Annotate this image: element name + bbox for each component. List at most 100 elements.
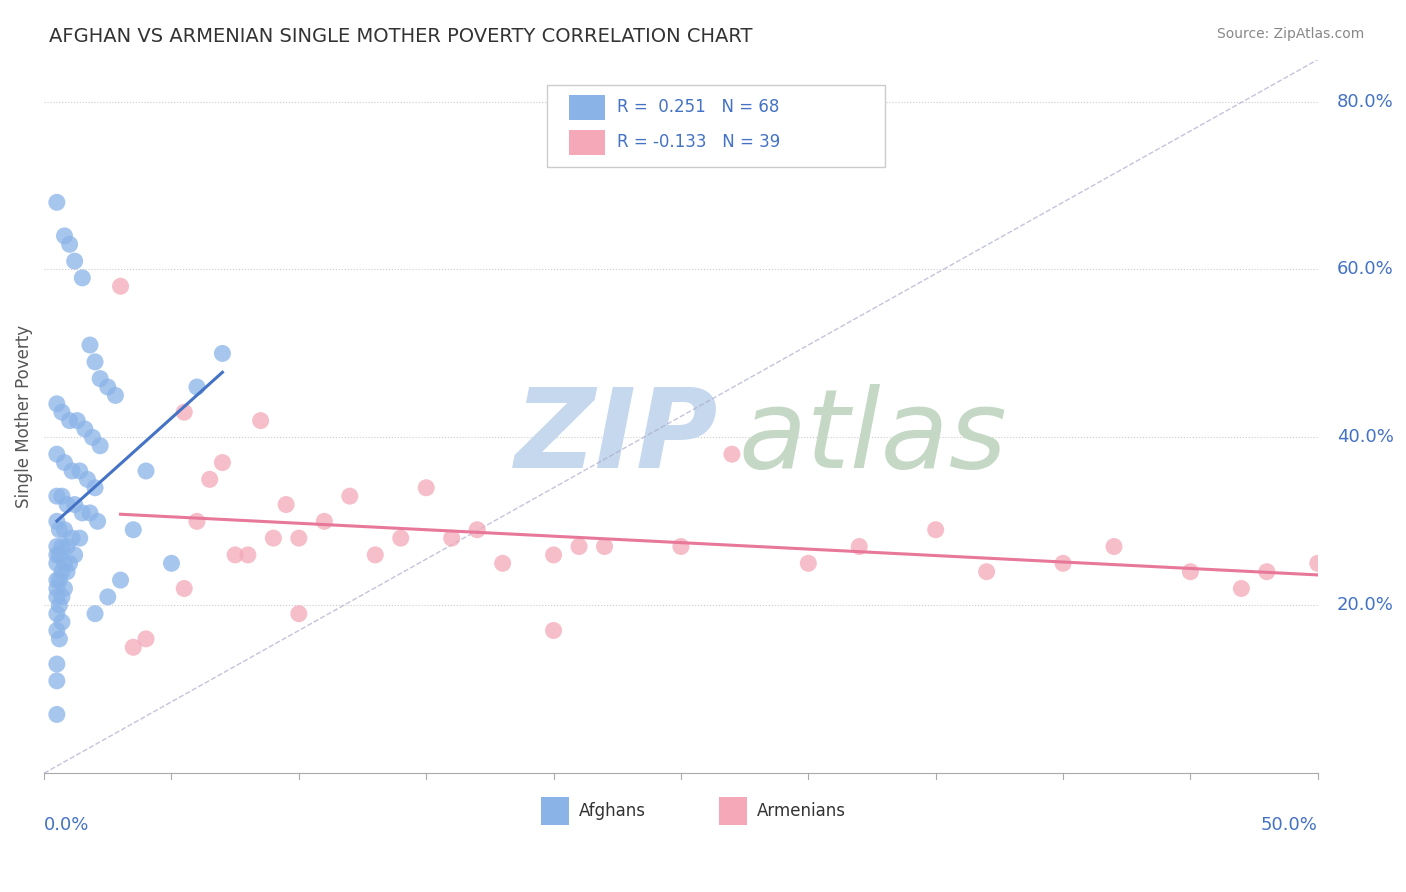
Point <box>84 355 107 369</box>
Point <box>211 456 233 470</box>
Point <box>186 380 208 394</box>
Point <box>45 489 67 503</box>
Bar <box>569 95 605 120</box>
Point <box>84 607 107 621</box>
Point <box>976 565 998 579</box>
Point <box>721 447 744 461</box>
Point <box>135 632 157 646</box>
FancyBboxPatch shape <box>547 85 884 167</box>
Point <box>51 590 73 604</box>
Point <box>48 523 70 537</box>
Point <box>53 523 76 537</box>
Point <box>76 472 98 486</box>
Point <box>1230 582 1253 596</box>
Text: R = -0.133   N = 39: R = -0.133 N = 39 <box>617 133 780 151</box>
Point <box>173 405 195 419</box>
Point <box>236 548 259 562</box>
Text: atlas: atlas <box>738 384 1007 491</box>
Point <box>1052 557 1074 571</box>
Point <box>53 582 76 596</box>
Point <box>924 523 946 537</box>
Point <box>122 640 145 655</box>
Point <box>82 430 104 444</box>
Point <box>51 565 73 579</box>
Point <box>288 607 311 621</box>
Point <box>1256 565 1278 579</box>
Point <box>45 397 67 411</box>
Point <box>1180 565 1202 579</box>
Text: 50.0%: 50.0% <box>1261 816 1317 834</box>
Point <box>53 228 76 243</box>
Point <box>66 414 89 428</box>
Point <box>48 632 70 646</box>
Point <box>53 456 76 470</box>
Point <box>79 506 101 520</box>
Text: 0.0%: 0.0% <box>44 816 90 834</box>
Text: 40.0%: 40.0% <box>1337 428 1393 446</box>
Point <box>48 573 70 587</box>
Point <box>110 573 132 587</box>
Point <box>72 506 94 520</box>
Point <box>198 472 221 486</box>
Point <box>364 548 387 562</box>
Point <box>45 447 67 461</box>
Point <box>45 557 67 571</box>
Point <box>543 548 565 562</box>
Text: 80.0%: 80.0% <box>1337 93 1393 111</box>
Text: Armenians: Armenians <box>758 802 846 820</box>
Point <box>262 531 284 545</box>
Point <box>84 481 107 495</box>
Point <box>45 707 67 722</box>
Point <box>45 657 67 671</box>
Point <box>56 540 79 554</box>
Text: 60.0%: 60.0% <box>1337 260 1393 278</box>
Point <box>135 464 157 478</box>
Point <box>440 531 463 545</box>
Point <box>389 531 412 545</box>
Point <box>491 557 513 571</box>
Point <box>60 531 83 545</box>
Point <box>97 380 120 394</box>
Point <box>568 540 591 554</box>
Point <box>45 573 67 587</box>
Point <box>51 405 73 419</box>
Point <box>56 565 79 579</box>
Point <box>249 414 271 428</box>
Point <box>160 557 183 571</box>
Point <box>173 582 195 596</box>
Point <box>89 439 111 453</box>
Point <box>339 489 361 503</box>
Point <box>79 338 101 352</box>
Point <box>104 388 127 402</box>
Text: 20.0%: 20.0% <box>1337 596 1393 615</box>
Point <box>1306 557 1329 571</box>
Point <box>69 464 91 478</box>
Point <box>288 531 311 545</box>
Point <box>45 582 67 596</box>
Point <box>797 557 820 571</box>
Point <box>63 254 86 268</box>
Point <box>1102 540 1125 554</box>
Point <box>45 624 67 638</box>
Point <box>63 498 86 512</box>
Y-axis label: Single Mother Poverty: Single Mother Poverty <box>15 325 32 508</box>
Text: Afghans: Afghans <box>579 802 645 820</box>
Point <box>69 531 91 545</box>
Point <box>45 590 67 604</box>
Point <box>73 422 96 436</box>
Point <box>593 540 616 554</box>
Point <box>465 523 488 537</box>
Point <box>58 237 80 252</box>
Point <box>110 279 132 293</box>
Point <box>211 346 233 360</box>
Point <box>274 498 297 512</box>
Point <box>224 548 246 562</box>
Point <box>56 498 79 512</box>
Point <box>45 195 67 210</box>
Point <box>669 540 692 554</box>
Point <box>45 607 67 621</box>
Point <box>186 514 208 528</box>
Point <box>63 548 86 562</box>
Point <box>89 371 111 385</box>
Point <box>48 599 70 613</box>
